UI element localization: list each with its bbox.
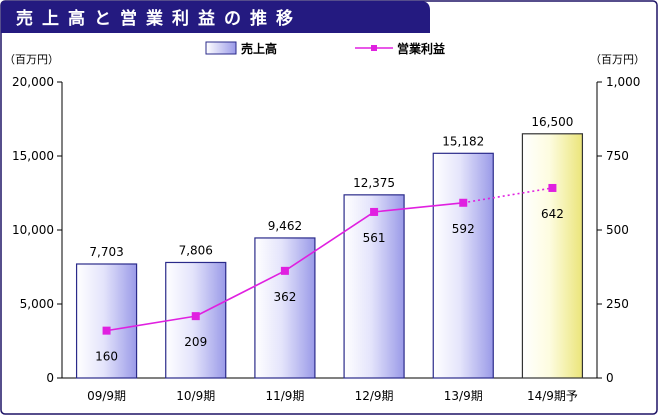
bar-09/9期 [75, 263, 138, 379]
chart-title: 売上高と営業利益の推移 [16, 8, 302, 29]
left-tick-label: 5,000 [20, 297, 54, 311]
profit-value-label: 160 [95, 350, 118, 364]
left-axis-unit: （百万円） [4, 53, 59, 66]
x-tick-label: 09/9期 [87, 389, 126, 403]
right-tick-label: 0 [606, 371, 614, 385]
data-labels: 7,703 7,806 9,462 12,375 15,182 16,500 160 209 3… [89, 115, 573, 364]
bar-value-label: 9,462 [268, 219, 302, 233]
left-tick-label: 0 [46, 371, 54, 385]
right-axis-unit: （百万円） [590, 53, 645, 66]
right-tick-label: 1,000 [606, 75, 640, 89]
profit-line-segment [106, 315, 196, 332]
x-tick-label: 10/9期 [176, 389, 215, 403]
bar-value-label: 16,500 [531, 115, 573, 129]
bar-13/9期 [432, 152, 494, 379]
profit-value-label: 561 [363, 231, 386, 245]
profit-line [102, 183, 557, 335]
profit-point-12/9期 [370, 207, 379, 216]
profit-point-14/9期予 [548, 183, 557, 192]
bar-value-label: 7,703 [89, 245, 123, 259]
profit-line-segment [463, 187, 553, 204]
left-tick-label: 10,000 [12, 223, 54, 237]
profit-value-label: 209 [184, 335, 207, 349]
profit-point-13/9期 [459, 198, 468, 207]
bars [75, 133, 584, 379]
x-tick-label: 13/9期 [444, 389, 483, 403]
bar-value-label: 7,806 [179, 243, 213, 257]
bar-11/9期 [254, 237, 316, 379]
x-tick-label: 12/9期 [355, 389, 394, 403]
bar-14/9期予 [521, 133, 584, 379]
legend-label-profit: 営業利益 [397, 41, 445, 56]
bar-10/9期 [165, 261, 227, 379]
right-tick-label: 500 [606, 223, 629, 237]
axes: 0 5,000 10,000 15,000 20,000 0 250 500 750 1,000 0… [12, 75, 640, 403]
legend: 売上高 営業利益 [205, 41, 445, 56]
x-tick-label: 14/9期予 [527, 389, 578, 403]
profit-line-segment [195, 270, 286, 317]
legend-bar-swatch [205, 41, 237, 55]
profit-value-label: 642 [541, 207, 564, 221]
profit-point-09/9期 [102, 326, 111, 335]
title-bar [1, 1, 430, 33]
bar-value-label: 12,375 [353, 176, 395, 190]
x-tick-label: 11/9期 [265, 389, 304, 403]
profit-line-segment [374, 201, 464, 213]
profit-value-label: 362 [273, 290, 296, 304]
profit-value-label: 592 [452, 222, 475, 236]
left-tick-label: 20,000 [12, 75, 54, 89]
right-tick-label: 750 [606, 149, 629, 163]
bar-value-label: 15,182 [442, 134, 484, 148]
legend-label-sales: 売上高 [241, 41, 277, 56]
profit-point-10/9期 [191, 312, 200, 321]
legend-marker [371, 45, 377, 51]
profit-line-segment [284, 211, 375, 272]
profit-point-11/9期 [280, 266, 289, 275]
left-tick-label: 15,000 [12, 149, 54, 163]
right-tick-label: 250 [606, 297, 629, 311]
bar-12/9期 [343, 194, 405, 379]
